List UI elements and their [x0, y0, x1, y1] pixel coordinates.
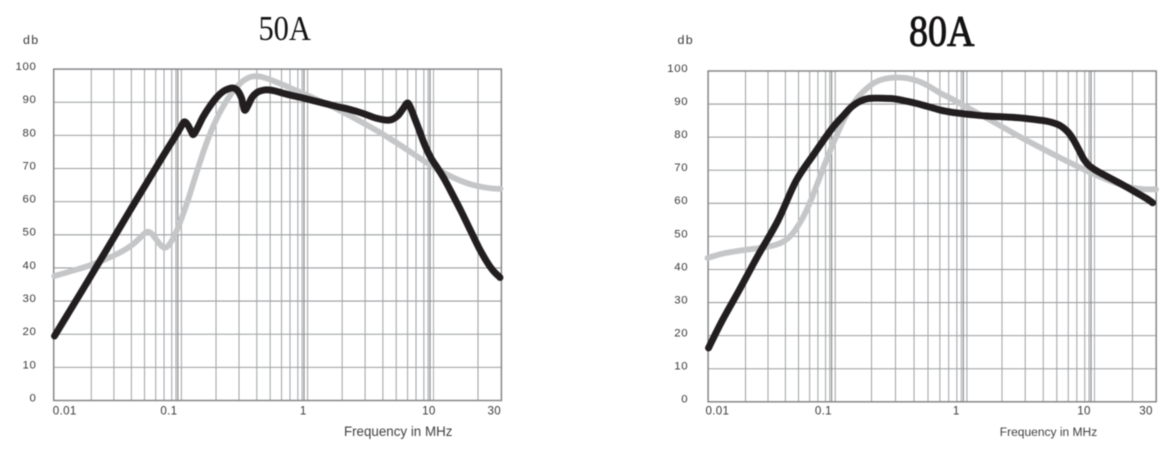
- svg-text:1: 1: [300, 404, 307, 417]
- svg-text:10: 10: [674, 361, 688, 373]
- svg-text:0: 0: [30, 392, 37, 404]
- svg-text:30: 30: [23, 293, 37, 305]
- svg-text:90: 90: [674, 96, 688, 108]
- svg-text:50: 50: [674, 228, 688, 240]
- svg-text:20: 20: [674, 328, 688, 340]
- svg-text:40: 40: [23, 260, 37, 272]
- svg-text:80: 80: [23, 127, 37, 139]
- svg-text:30: 30: [488, 404, 502, 417]
- svg-text:0.1: 0.1: [815, 404, 832, 417]
- svg-text:100: 100: [667, 63, 688, 75]
- svg-text:30: 30: [674, 295, 688, 307]
- svg-text:40: 40: [674, 261, 688, 273]
- svg-text:0.01: 0.01: [706, 404, 730, 417]
- svg-text:Frequency in MHz: Frequency in MHz: [1000, 425, 1098, 439]
- svg-text:100: 100: [15, 61, 36, 73]
- svg-text:Frequency in MHz: Frequency in MHz: [344, 423, 453, 439]
- svg-text:20: 20: [23, 326, 37, 338]
- svg-text:0.1: 0.1: [160, 404, 177, 417]
- svg-text:70: 70: [23, 160, 37, 172]
- svg-text:10: 10: [1077, 404, 1091, 417]
- svg-text:80: 80: [674, 129, 688, 141]
- svg-text:10: 10: [422, 404, 436, 417]
- svg-text:30: 30: [1139, 404, 1153, 417]
- svg-text:60: 60: [674, 195, 688, 207]
- svg-text:db: db: [23, 33, 40, 47]
- svg-text:0.01: 0.01: [53, 404, 77, 417]
- svg-text:90: 90: [23, 94, 37, 106]
- svg-text:70: 70: [674, 162, 688, 174]
- svg-text:50A: 50A: [258, 9, 311, 48]
- svg-text:db: db: [678, 33, 695, 47]
- svg-text:0: 0: [681, 394, 688, 406]
- svg-text:1: 1: [953, 404, 960, 417]
- svg-text:80A: 80A: [909, 9, 975, 56]
- svg-text:50: 50: [23, 227, 37, 239]
- svg-text:10: 10: [23, 359, 37, 371]
- svg-text:60: 60: [23, 194, 37, 206]
